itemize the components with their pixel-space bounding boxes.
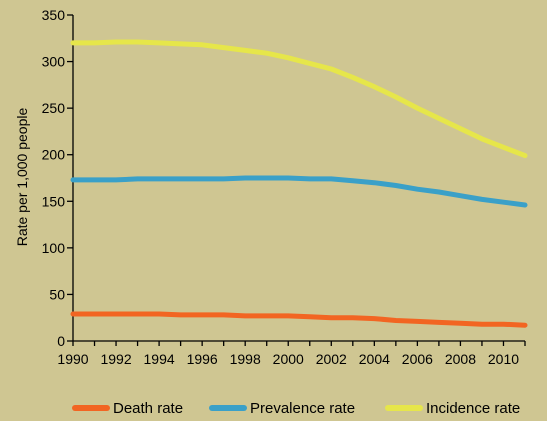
legend: Death rate Prevalence rate Incidence rate <box>72 400 520 417</box>
y-axis-title: Rate per 1,000 people <box>14 108 30 247</box>
y-tick-label: 50 <box>49 286 65 302</box>
series-line-prevalence-rate <box>70 175 528 208</box>
x-tick-label: 2010 <box>488 351 519 367</box>
y-tick-label: 150 <box>42 193 66 209</box>
x-tick-label: 2008 <box>445 351 476 367</box>
x-axis: 1990 1992 1994 1996 1998 2000 2002 2004 2006 2008… <box>57 340 526 367</box>
x-tick-label: 1994 <box>144 351 175 367</box>
y-tick-label: 100 <box>42 240 66 256</box>
legend-label-prevalence-rate: Prevalence rate <box>250 400 355 417</box>
x-tick-label: 1990 <box>57 351 88 367</box>
series-line-death-rate <box>70 311 528 328</box>
y-tick-label: 350 <box>42 7 66 23</box>
x-tick-label: 1998 <box>230 351 261 367</box>
legend-label-incidence-rate: Incidence rate <box>426 400 520 417</box>
x-tick-label: 1992 <box>100 351 131 367</box>
legend-label-death-rate: Death rate <box>113 400 183 417</box>
y-tick-label: 300 <box>42 54 66 70</box>
x-tick-label: 1996 <box>187 351 218 367</box>
x-tick-label: 2002 <box>316 351 347 367</box>
series-lines <box>70 39 528 328</box>
y-tick-label: 0 <box>57 333 65 349</box>
x-tick-label: 2000 <box>273 351 304 367</box>
x-tick-label: 2004 <box>359 351 390 367</box>
y-tick-label: 250 <box>42 100 66 116</box>
y-tick-label: 200 <box>42 147 66 163</box>
x-tick-label: 2006 <box>402 351 433 367</box>
y-axis: 0 50 100 150 200 250 300 350 <box>42 7 74 349</box>
series-line-incidence-rate <box>70 39 528 159</box>
